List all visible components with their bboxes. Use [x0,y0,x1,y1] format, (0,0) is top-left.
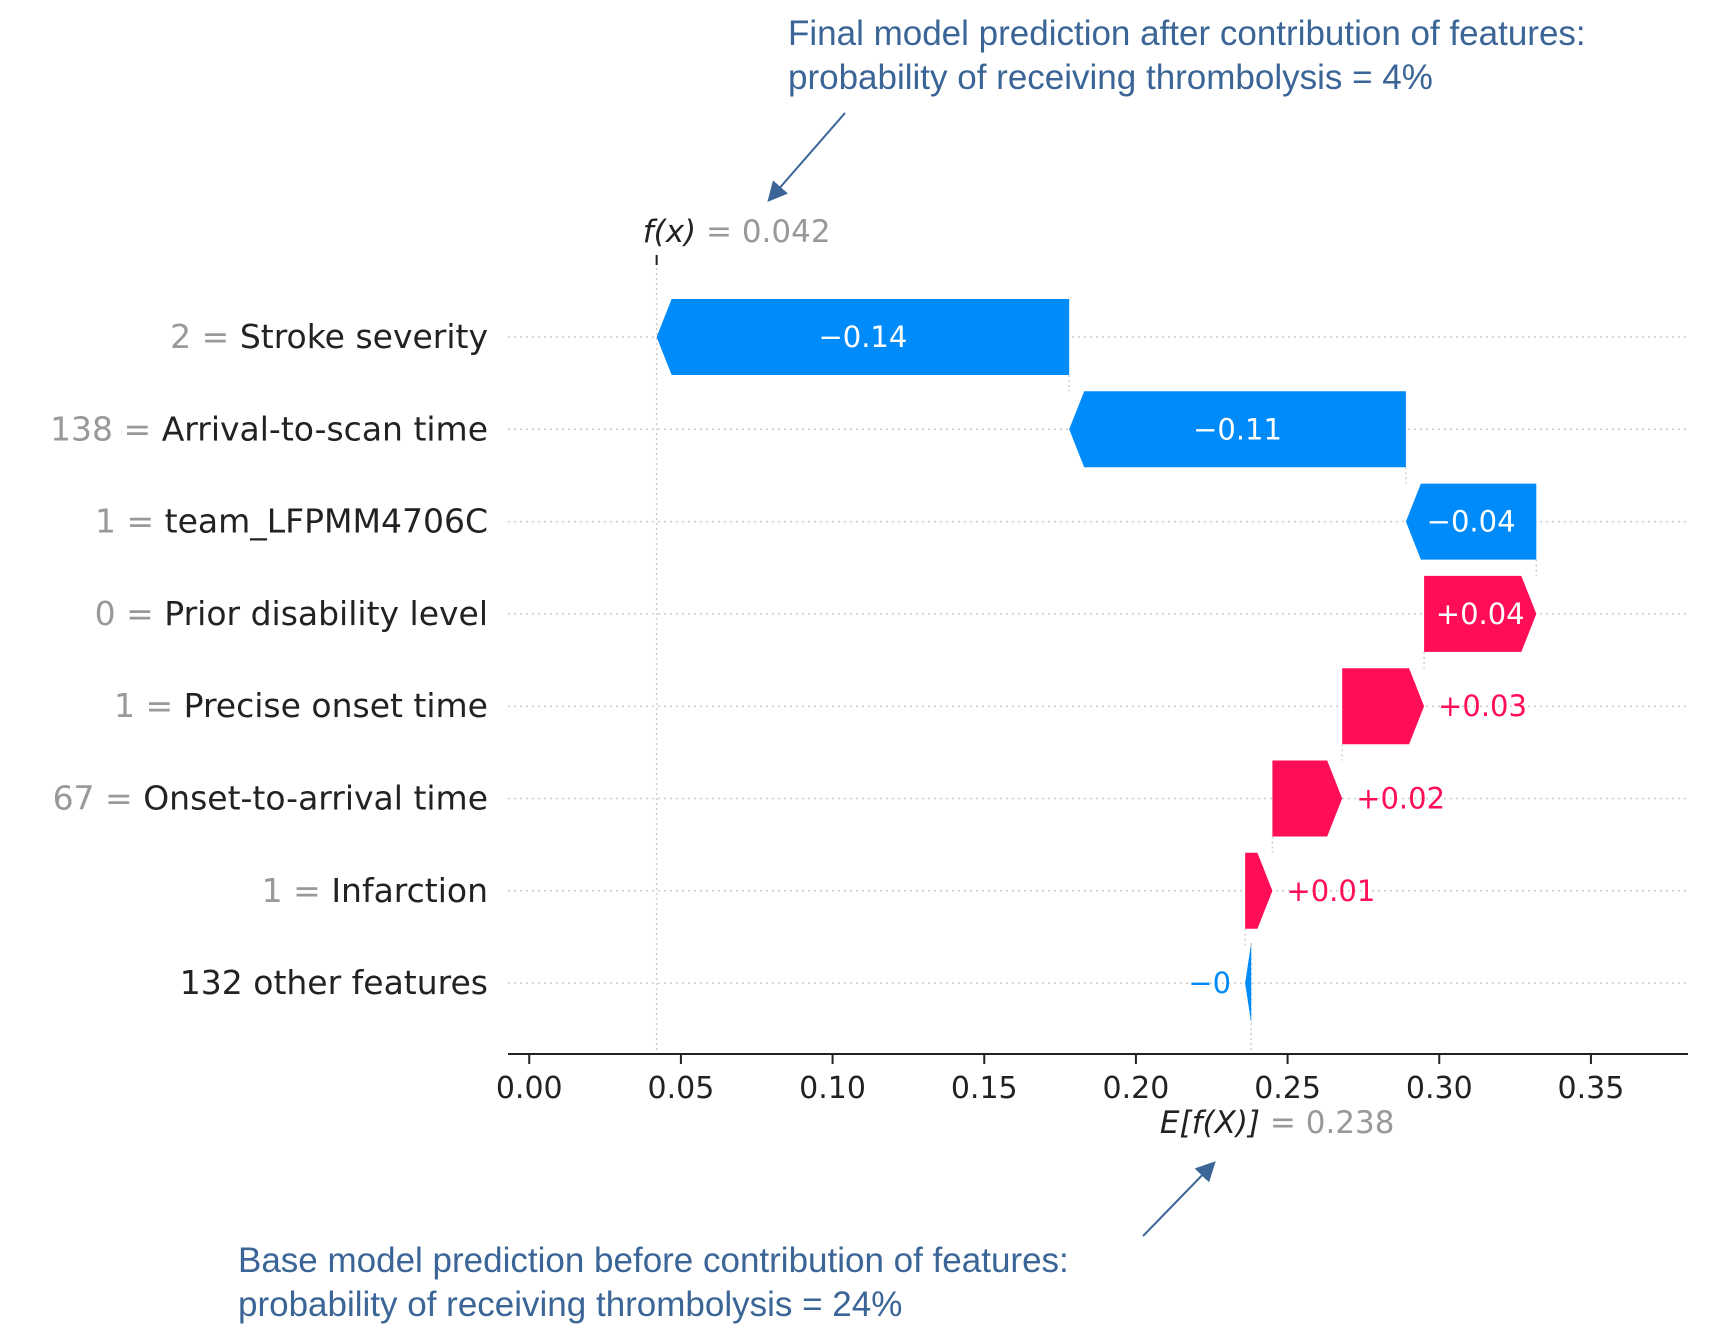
negative-bar [656,299,1070,375]
x-tick-label: 0.10 [799,1071,866,1106]
negative-bar [1405,483,1537,560]
x-tick-label: 0.25 [1254,1071,1321,1106]
x-tick-label: 0.30 [1406,1071,1473,1106]
x-tick-label: 0.00 [496,1071,563,1106]
feature-value: 138 [50,409,113,448]
top-annotation-arrow [767,112,846,203]
bar-value-label: +0.02 [1356,782,1445,816]
negative-bar [1069,391,1406,468]
feature-name: Infarction [331,871,488,910]
positive-bar [1342,668,1425,745]
bar-value-label: +0.04 [1436,597,1525,631]
bottom-annotation-line-2: probability of receiving thrombolysis = … [238,1285,902,1324]
bottom-annotation-arrow [1142,1161,1216,1237]
feature-label: 132 other features [180,963,488,1002]
top-annotation-line-2: probability of receiving thrombolysis = … [788,58,1433,97]
bar-value-label: +0.01 [1286,874,1375,908]
feature-eq: = [113,409,162,448]
feature-label: 2 = Stroke severity [170,317,488,356]
feature-label: 1 = team_LFPMM4706C [95,502,488,541]
bar-value-label: −0.04 [1427,505,1516,539]
bar-value-label: −0 [1188,966,1231,1000]
feature-value: 0 [95,594,116,633]
feature-eq: = [283,871,332,910]
feature-name: Prior disability level [164,594,488,633]
negative-bar [1245,943,1252,1024]
feature-eq: = [135,686,184,725]
x-tick-label: 0.05 [648,1071,715,1106]
feature-label: 67 = Onset-to-arrival time [53,779,488,818]
bar-value-label: +0.03 [1438,689,1527,723]
plot-area: 2 = Stroke severity −0.14 138 = Arrival-to… [50,255,1688,1106]
feature-name: Precise onset time [184,686,488,725]
feature-name: 132 other features [180,963,488,1002]
base-prediction-eq: = [1260,1105,1306,1141]
feature-value: 1 [95,502,116,541]
feature-eq: = [191,317,240,356]
base-prediction-symbol: E[f(X)] [1160,1105,1260,1141]
feature-eq: = [116,502,165,541]
bar-value-label: −0.11 [1193,412,1282,446]
x-tick-label: 0.20 [1103,1071,1170,1106]
bar-value-label: −0.14 [818,320,907,354]
top-annotation-line-1: Final model prediction after contributio… [788,14,1586,53]
positive-bar [1245,852,1273,929]
base-prediction-value: 0.238 [1306,1105,1395,1141]
feature-eq: = [95,779,144,818]
feature-value: 1 [262,871,283,910]
feature-label: 138 = Arrival-to-scan time [50,409,488,448]
feature-label: 1 = Infarction [262,871,488,910]
final-prediction-symbol: f(x) [643,214,696,250]
feature-name: Arrival-to-scan time [162,409,488,448]
feature-value: 67 [53,779,95,818]
positive-bar [1272,760,1343,837]
final-prediction-label: f(x) = 0.042 [643,214,831,250]
feature-eq: = [116,594,165,633]
positive-bar [1424,575,1537,652]
feature-value: 1 [114,686,135,725]
feature-value: 2 [170,317,191,356]
feature-label: 1 = Precise onset time [114,686,488,725]
bottom-annotation-line-1: Base model prediction before contributio… [238,1241,1069,1280]
feature-name: Stroke severity [240,317,488,356]
final-prediction-eq: = [696,214,742,250]
base-prediction-label: E[f(X)] = 0.238 [1160,1105,1395,1141]
feature-label: 0 = Prior disability level [95,594,488,633]
feature-name: team_LFPMM4706C [165,502,488,541]
final-prediction-value: 0.042 [742,214,831,250]
x-tick-label: 0.35 [1558,1071,1625,1106]
x-tick-label: 0.15 [951,1071,1018,1106]
feature-name: Onset-to-arrival time [143,779,488,818]
